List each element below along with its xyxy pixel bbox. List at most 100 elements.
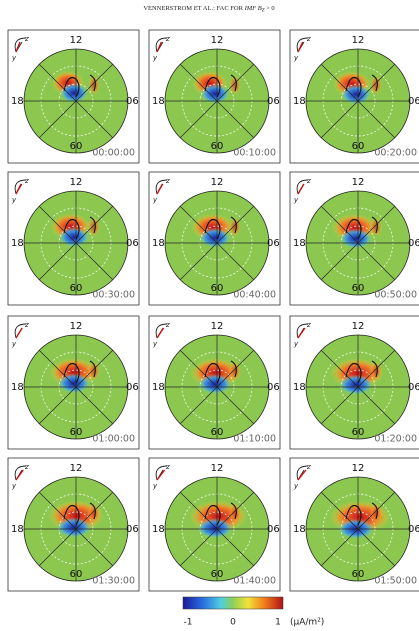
panel: 12 18 06 60 01:40:00 z y (149, 458, 280, 591)
time-label: 01:40:00 (233, 576, 276, 587)
dial-label-top: 12 (70, 321, 83, 332)
dial-label-top: 12 (211, 321, 224, 332)
dial-label-top: 12 (352, 321, 365, 332)
dial-label-right: 06 (408, 96, 419, 107)
dial-label-right: 06 (126, 524, 139, 535)
axis-y: y (293, 196, 299, 204)
dial-label-left: 18 (152, 96, 165, 107)
panel: 12 18 06 60 01:20:00 z y (290, 316, 419, 449)
downward-current (57, 518, 92, 538)
axis-y: y (11, 54, 17, 62)
time-label: 01:20:00 (374, 434, 417, 445)
axis-y: y (11, 482, 17, 490)
axis-z: z (306, 463, 311, 471)
dial-label-bottom: 60 (211, 569, 224, 580)
time-label: 00:30:00 (92, 290, 135, 301)
time-label: 00:20:00 (374, 148, 417, 159)
colorbar-tick-label: -1 (184, 618, 193, 628)
time-label: 01:10:00 (233, 434, 276, 445)
dial-label-right: 06 (408, 238, 419, 249)
downward-current (197, 518, 232, 538)
panel: 12 18 06 60 00:40:00 z y (149, 172, 280, 305)
dial-label-top: 12 (70, 177, 83, 188)
axis-z: z (24, 35, 29, 43)
dial-label-bottom: 60 (352, 141, 365, 152)
panel: 12 18 06 60 01:10:00 z y (149, 316, 280, 449)
axis-y: y (293, 54, 299, 62)
header-imf: IMF B (244, 5, 262, 12)
axis-y: y (152, 54, 158, 62)
axis-z: z (165, 177, 170, 185)
dial-label-top: 12 (352, 35, 365, 46)
dial-label-top: 12 (352, 463, 365, 474)
dial-label-bottom: 60 (70, 141, 83, 152)
dial-label-left: 18 (11, 96, 24, 107)
time-label: 00:00:00 (92, 148, 135, 159)
axis-z: z (165, 463, 170, 471)
time-label: 00:10:00 (233, 148, 276, 159)
dial-label-right: 06 (126, 238, 139, 249)
axis-y: y (293, 340, 299, 348)
downward-current (341, 84, 370, 104)
panel: 12 18 06 60 00:20:00 z y (290, 30, 419, 163)
dial-label-left: 18 (293, 382, 306, 393)
dial-label-top: 12 (211, 177, 224, 188)
dial-label-bottom: 60 (211, 283, 224, 294)
axis-z: z (306, 321, 311, 329)
dial-label-right: 06 (126, 382, 139, 393)
time-label: 01:00:00 (92, 434, 135, 445)
time-label: 01:30:00 (92, 576, 135, 587)
colorbar-tick-label: 0 (230, 618, 236, 628)
axis-z: z (306, 177, 311, 185)
time-label: 00:40:00 (233, 290, 276, 301)
axis-z: z (306, 35, 311, 43)
dial-label-left: 18 (11, 238, 24, 249)
dial-label-bottom: 60 (70, 569, 83, 580)
header-prefix: VENNERSTROM ET AL.: FAC FOR (143, 5, 243, 12)
dial-label-left: 18 (11, 524, 24, 535)
axis-z: z (165, 35, 170, 43)
axis-z: z (24, 321, 29, 329)
dial-label-top: 12 (352, 177, 365, 188)
dial-label-bottom: 60 (211, 427, 224, 438)
panel: 1218066001:30:00zy (8, 458, 139, 591)
dial-label-bottom: 60 (352, 427, 365, 438)
dial-label-left: 18 (152, 524, 165, 535)
dial-label-right: 06 (267, 382, 280, 393)
dial-label-top: 12 (70, 35, 83, 46)
dial-label-right: 06 (267, 238, 280, 249)
colorbar-unit: (μA/m²) (290, 618, 324, 628)
axis-y: y (152, 482, 158, 490)
dial-label-right: 06 (408, 524, 419, 535)
dial-label-left: 18 (152, 238, 165, 249)
panel: 12 18 06 60 00:10:00 z y (149, 30, 280, 163)
dial-label-right: 06 (408, 382, 419, 393)
dial-label-right: 06 (267, 524, 280, 535)
dial-label-right: 06 (267, 96, 280, 107)
dial-label-left: 18 (293, 96, 306, 107)
axis-y: y (152, 196, 158, 204)
header: VENNERSTROM ET AL.: FAC FOR IMF BZ > 0 (143, 5, 274, 13)
figure: VENNERSTROM ET AL.: FAC FOR IMF BZ > 0 1… (0, 0, 419, 631)
axis-y: y (152, 340, 158, 348)
dial-label-top: 12 (211, 463, 224, 474)
panel: 12 18 06 60 00:30:00 z y (8, 172, 139, 305)
dial-label-left: 18 (152, 382, 165, 393)
axis-y: y (11, 196, 17, 204)
dial-label-left: 18 (293, 524, 306, 535)
dial-label-bottom: 60 (211, 141, 224, 152)
axis-z: z (165, 321, 170, 329)
dial-label-top: 12 (211, 35, 224, 46)
time-label: 01:50:00 (374, 576, 417, 587)
axis-z: z (24, 177, 29, 185)
dial-label-left: 18 (11, 382, 24, 393)
dial-label-top: 12 (70, 463, 83, 474)
header-suffix: > 0 (266, 5, 275, 12)
dial-label-bottom: 60 (70, 283, 83, 294)
axis-y: y (293, 482, 299, 490)
time-label: 00:50:00 (374, 290, 417, 301)
